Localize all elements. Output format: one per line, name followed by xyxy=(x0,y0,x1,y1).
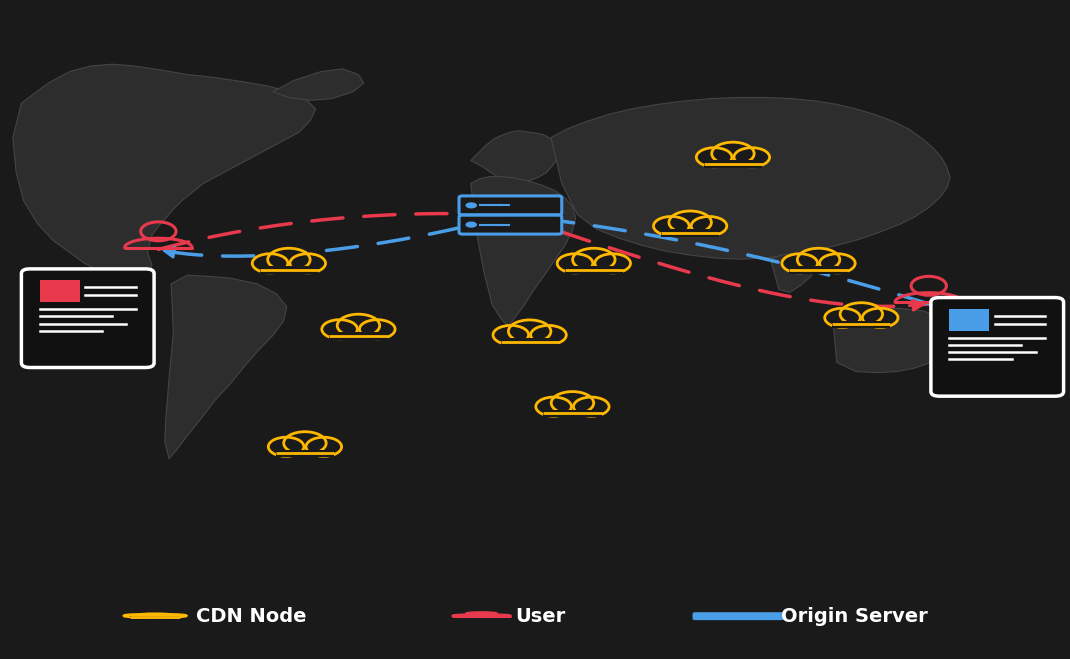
Polygon shape xyxy=(165,275,287,459)
Ellipse shape xyxy=(536,397,571,416)
FancyBboxPatch shape xyxy=(501,338,559,345)
FancyBboxPatch shape xyxy=(276,449,334,457)
FancyBboxPatch shape xyxy=(931,298,1064,396)
FancyBboxPatch shape xyxy=(661,226,719,235)
FancyBboxPatch shape xyxy=(260,266,318,274)
Ellipse shape xyxy=(654,217,689,235)
FancyBboxPatch shape xyxy=(330,330,387,338)
Ellipse shape xyxy=(840,302,883,326)
FancyBboxPatch shape xyxy=(330,332,387,340)
FancyBboxPatch shape xyxy=(131,616,180,617)
FancyBboxPatch shape xyxy=(704,160,762,168)
Ellipse shape xyxy=(797,248,840,271)
Ellipse shape xyxy=(734,148,769,167)
FancyBboxPatch shape xyxy=(832,318,890,327)
Ellipse shape xyxy=(493,326,529,345)
Ellipse shape xyxy=(322,320,357,339)
Ellipse shape xyxy=(156,615,186,617)
Ellipse shape xyxy=(124,615,154,617)
Ellipse shape xyxy=(691,217,727,235)
FancyBboxPatch shape xyxy=(459,215,562,234)
Ellipse shape xyxy=(572,248,615,271)
FancyBboxPatch shape xyxy=(704,158,762,166)
Ellipse shape xyxy=(820,254,855,273)
Ellipse shape xyxy=(595,254,630,273)
Ellipse shape xyxy=(712,142,754,165)
Circle shape xyxy=(700,615,709,616)
Ellipse shape xyxy=(306,437,341,456)
Polygon shape xyxy=(770,254,815,293)
FancyBboxPatch shape xyxy=(459,196,562,215)
Ellipse shape xyxy=(337,314,380,337)
FancyBboxPatch shape xyxy=(661,229,719,237)
FancyBboxPatch shape xyxy=(694,614,782,616)
FancyBboxPatch shape xyxy=(544,409,601,417)
Ellipse shape xyxy=(284,432,326,455)
Ellipse shape xyxy=(825,308,860,328)
Ellipse shape xyxy=(782,254,817,273)
Circle shape xyxy=(465,221,477,228)
Circle shape xyxy=(465,202,477,208)
Text: Origin Server: Origin Server xyxy=(781,607,928,625)
Polygon shape xyxy=(13,64,316,282)
FancyBboxPatch shape xyxy=(694,616,782,619)
Ellipse shape xyxy=(268,248,310,271)
FancyBboxPatch shape xyxy=(260,264,318,272)
Ellipse shape xyxy=(551,391,594,415)
FancyBboxPatch shape xyxy=(832,321,890,328)
Ellipse shape xyxy=(862,308,898,328)
Polygon shape xyxy=(471,130,559,183)
Text: CDN Node: CDN Node xyxy=(196,607,306,625)
FancyBboxPatch shape xyxy=(790,264,847,272)
Ellipse shape xyxy=(253,254,288,273)
FancyBboxPatch shape xyxy=(131,616,180,617)
FancyBboxPatch shape xyxy=(21,269,154,368)
FancyBboxPatch shape xyxy=(790,266,847,274)
Ellipse shape xyxy=(360,320,395,339)
Ellipse shape xyxy=(669,211,712,234)
Polygon shape xyxy=(832,308,954,372)
FancyBboxPatch shape xyxy=(565,264,623,272)
Ellipse shape xyxy=(697,148,732,167)
FancyBboxPatch shape xyxy=(40,280,80,302)
Text: User: User xyxy=(516,607,566,625)
Ellipse shape xyxy=(531,326,566,345)
Polygon shape xyxy=(273,69,364,100)
Polygon shape xyxy=(551,98,950,259)
Ellipse shape xyxy=(574,397,609,416)
FancyBboxPatch shape xyxy=(501,335,559,344)
Polygon shape xyxy=(471,177,576,327)
FancyBboxPatch shape xyxy=(276,447,334,455)
Ellipse shape xyxy=(269,437,304,456)
FancyBboxPatch shape xyxy=(949,309,990,331)
FancyBboxPatch shape xyxy=(544,407,601,415)
Ellipse shape xyxy=(137,614,173,617)
Ellipse shape xyxy=(557,254,593,273)
Ellipse shape xyxy=(508,320,551,343)
FancyBboxPatch shape xyxy=(565,266,623,274)
Ellipse shape xyxy=(290,254,325,273)
